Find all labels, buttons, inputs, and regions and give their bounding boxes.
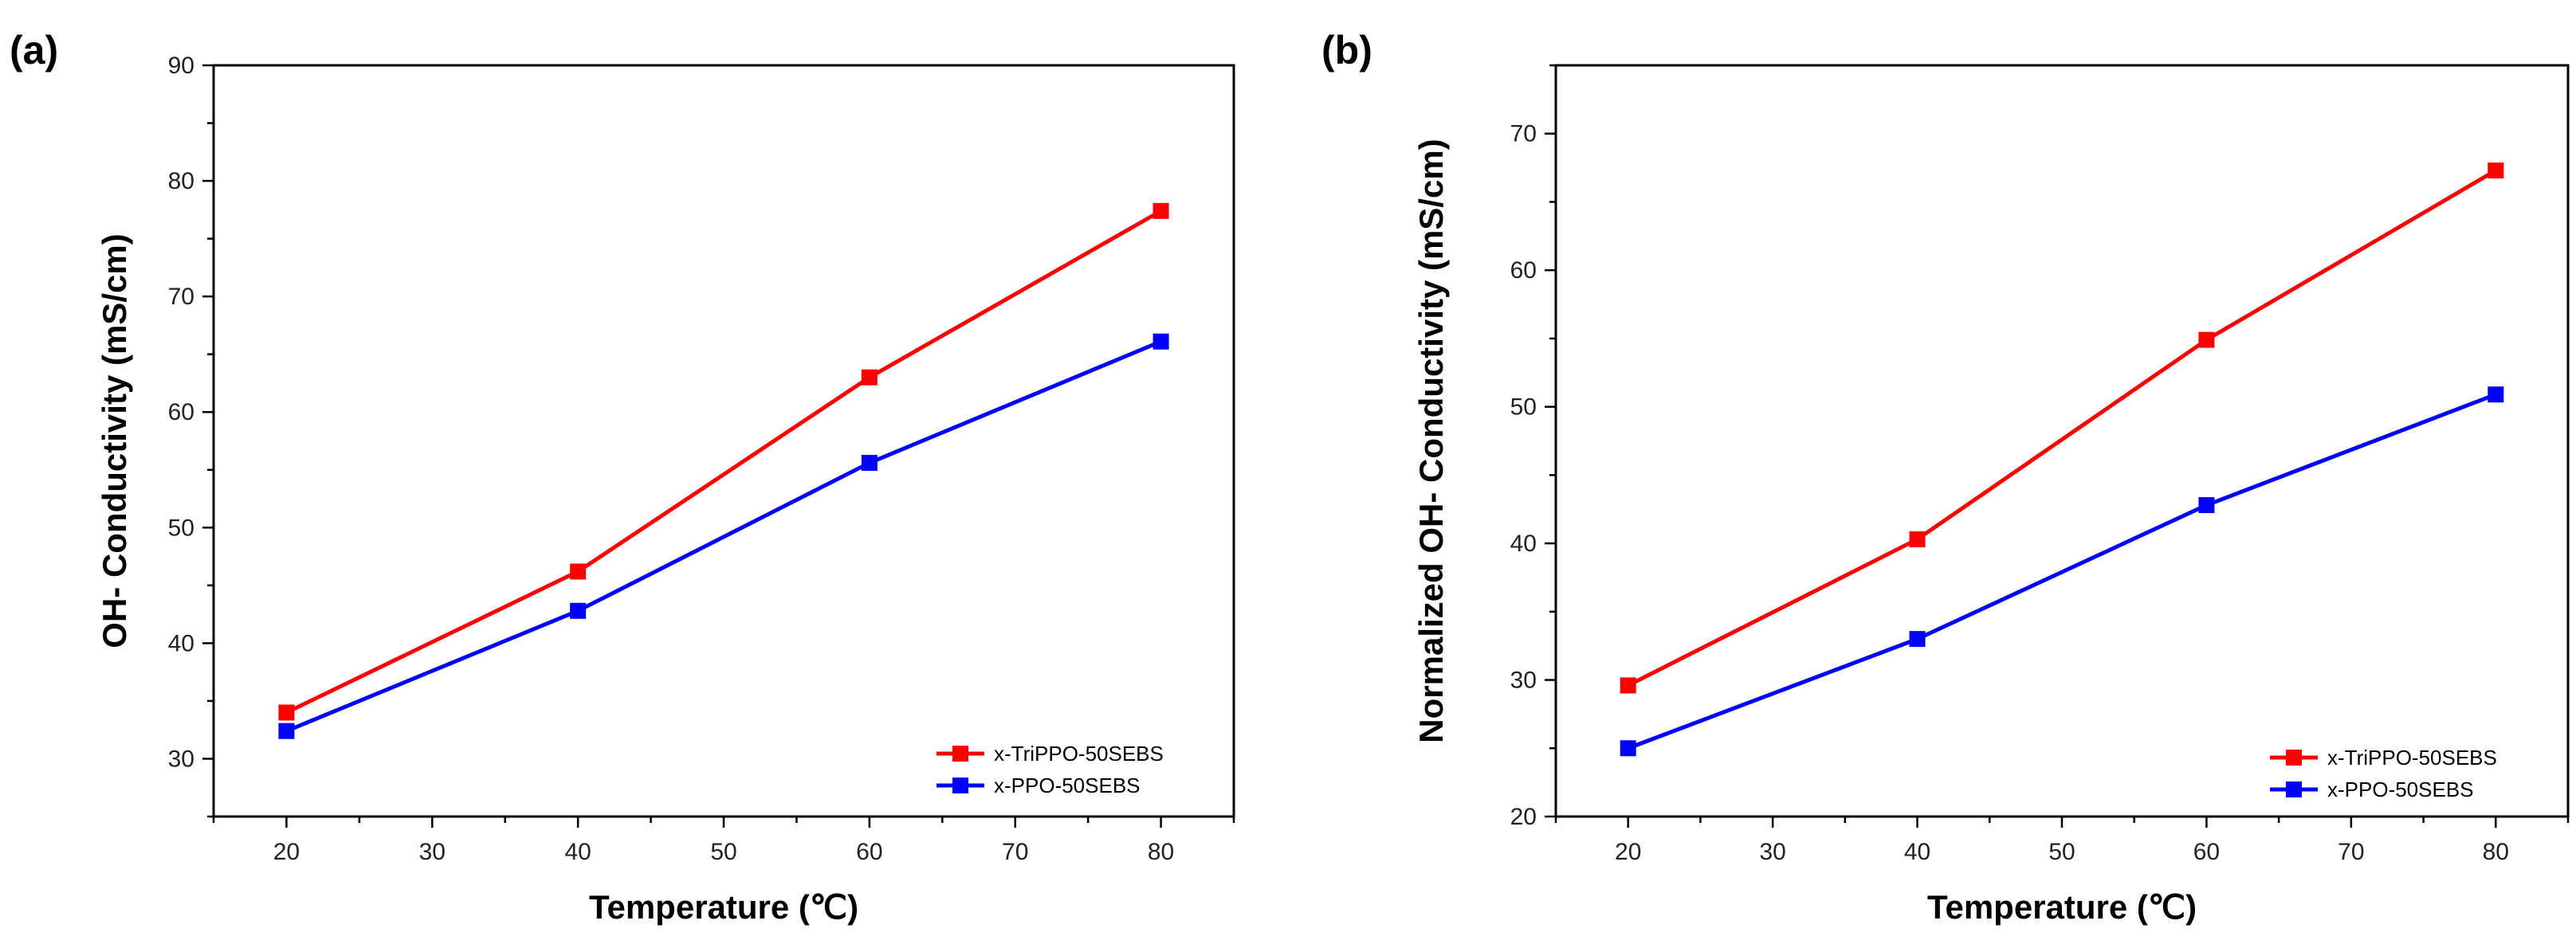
legend-marker <box>952 746 968 762</box>
series-line-1 <box>285 209 1162 715</box>
y-tick-label: 60 <box>168 399 194 425</box>
data-point <box>861 369 878 386</box>
x-tick-label: 50 <box>2048 839 2075 865</box>
data-point <box>570 563 587 580</box>
y-tick-label: 20 <box>1510 804 1537 830</box>
data-point <box>1620 740 1636 757</box>
legend-marker <box>952 778 968 793</box>
data-point <box>2198 497 2215 514</box>
data-point <box>1620 677 1636 694</box>
panel-label: (a) <box>10 28 58 72</box>
y-tick-label: 80 <box>168 168 194 194</box>
x-tick-label: 50 <box>710 839 736 865</box>
y-tick-label: 70 <box>1510 121 1537 147</box>
y-tick-label: 40 <box>1510 531 1537 557</box>
y-axis-title: Normalized OH- Conductivity (mS/cm) <box>1412 139 1450 742</box>
x-tick-label: 80 <box>2483 839 2509 865</box>
x-tick-label: 60 <box>856 839 882 865</box>
data-point <box>2488 163 2504 179</box>
series-line-2 <box>1627 392 2497 750</box>
y-tick-label: 40 <box>168 630 194 656</box>
x-tick-label: 70 <box>1002 839 1028 865</box>
data-point <box>1153 333 1169 350</box>
data-point <box>2198 331 2215 348</box>
x-tick-label: 30 <box>419 839 446 865</box>
y-tick-label: 90 <box>168 53 194 79</box>
legend-marker <box>2286 781 2302 797</box>
chart-panel-1: (a) 20 30 40 50 60 70 80 30 40 50 60 70 80 90 Temperatu… <box>10 28 1235 926</box>
x-axis-title: Temperature (℃) <box>1927 888 2197 926</box>
y-tick-label: 70 <box>168 284 194 310</box>
panel-label: (b) <box>1321 28 1372 72</box>
x-tick-label: 70 <box>2338 839 2364 865</box>
x-tick-label: 20 <box>273 839 300 865</box>
y-tick-label: 50 <box>168 515 194 541</box>
legend-marker <box>2286 750 2302 766</box>
legend-label: x-PPO-50SEBS <box>2327 778 2474 801</box>
x-tick-label: 40 <box>564 839 591 865</box>
data-point <box>2488 386 2504 403</box>
x-tick-label: 60 <box>2193 839 2220 865</box>
y-axis-title: OH- Conductivity (mS/cm) <box>96 233 133 648</box>
plot-frame <box>212 64 1235 818</box>
data-point <box>1909 631 1926 648</box>
x-axis-title: Temperature (℃) <box>589 888 858 926</box>
y-tick-label: 30 <box>168 746 194 772</box>
data-point <box>278 723 295 739</box>
data-point <box>1909 531 1926 547</box>
series-line-1 <box>1627 168 2497 687</box>
data-point <box>570 602 587 619</box>
x-tick-label: 80 <box>1148 839 1174 865</box>
y-tick-label: 30 <box>1510 668 1537 694</box>
data-point <box>278 704 295 721</box>
legend-label: x-TriPPO-50SEBS <box>994 742 1164 766</box>
x-tick-label: 30 <box>1759 839 1785 865</box>
legend-label: x-PPO-50SEBS <box>994 774 1141 797</box>
chart-panel-2: (b) 20 30 40 50 60 70 80 20 30 40 50 60 70 Temperature… <box>1321 28 2570 926</box>
data-point <box>1153 202 1169 219</box>
data-point <box>861 455 878 472</box>
series-line-2 <box>285 339 1162 733</box>
x-tick-label: 40 <box>1904 839 1930 865</box>
legend-label: x-TriPPO-50SEBS <box>2327 746 2497 770</box>
y-tick-label: 60 <box>1510 257 1537 284</box>
y-tick-label: 50 <box>1510 394 1537 421</box>
x-tick-label: 20 <box>1615 839 1641 865</box>
